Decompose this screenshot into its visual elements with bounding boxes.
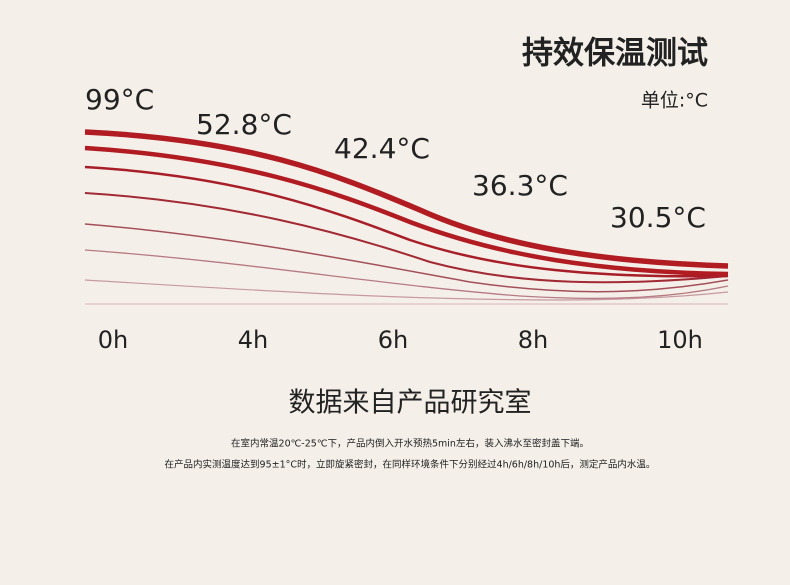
curve <box>84 279 729 301</box>
value-label: 52.8°C <box>196 108 292 141</box>
curve <box>84 165 729 278</box>
x-tick-label: 0h <box>98 326 128 354</box>
curve <box>84 249 729 300</box>
x-tick-label: 8h <box>518 326 548 354</box>
decorative-curves <box>84 129 729 305</box>
value-label: 36.3°C <box>472 169 568 202</box>
chart-title: 持效保温测试 <box>522 36 708 72</box>
curve <box>84 145 729 277</box>
x-tick-label: 10h <box>657 326 703 354</box>
curve <box>84 223 729 293</box>
unit-label: 单位:°C <box>641 90 708 112</box>
x-tick-label: 6h <box>378 326 408 354</box>
x-tick-label: 4h <box>238 326 268 354</box>
value-label: 42.4°C <box>334 132 430 165</box>
value-label: 30.5°C <box>610 201 706 234</box>
curve <box>84 192 729 284</box>
curve <box>84 129 729 269</box>
note: 在室内常温20℃-25℃下，产品内倒入开水预热5min左右，装入沸水至密封盖下端… <box>231 438 589 450</box>
note: 在产品内实测温度达到95±1°C时，立即旋紧密封，在同样环境条件下分别经过4h/… <box>165 459 656 471</box>
source-label: 数据来自产品研究室 <box>289 388 532 419</box>
value-label: 99°C <box>85 83 154 116</box>
